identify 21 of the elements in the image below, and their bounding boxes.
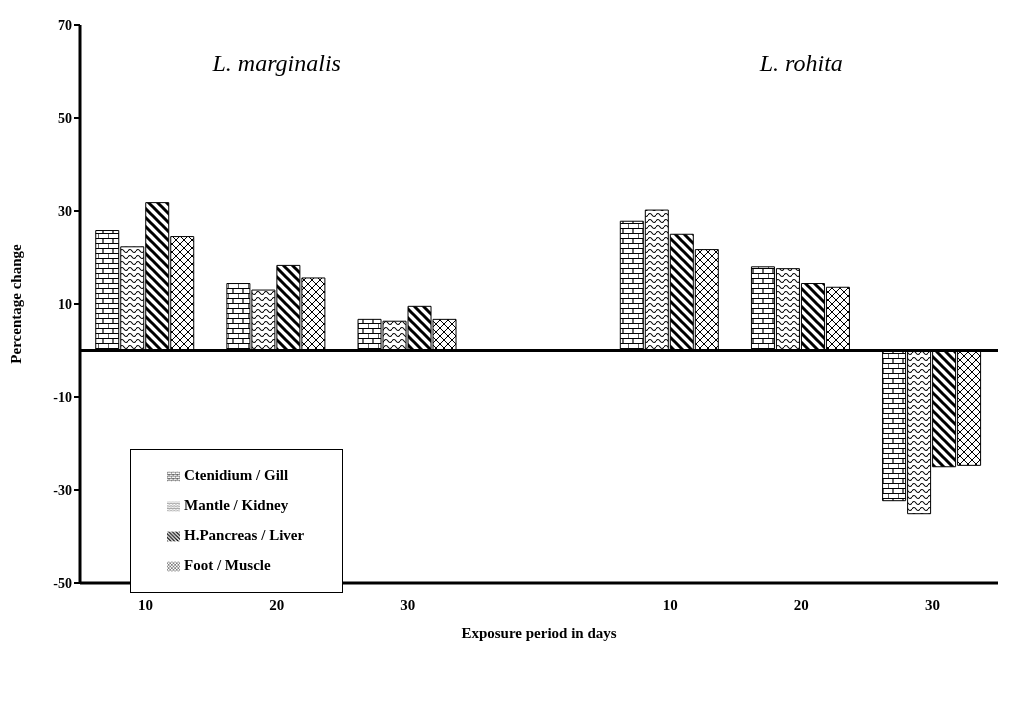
y-tick-label: 30	[58, 203, 72, 219]
y-tick-label: 70	[58, 17, 72, 33]
x-tick-label: 10	[138, 596, 154, 613]
legend-label: Foot / Muscle	[184, 556, 271, 573]
y-tick-label: -10	[53, 389, 72, 405]
x-axis-title: Exposure period in days	[461, 625, 617, 641]
x-tick-label: 20	[269, 596, 285, 613]
y-axis-title: Percentage change	[8, 244, 25, 364]
y-tick-label: -50	[53, 575, 72, 591]
legend-label: Ctenidium / Gill	[184, 466, 289, 483]
legend-label: H.Pancreas / Liver	[184, 526, 305, 543]
annotation: L. marginalis	[211, 50, 342, 77]
y-tick-label: 50	[58, 110, 72, 126]
x-tick-label: 20	[793, 596, 809, 613]
x-tick-label: 30	[400, 596, 416, 613]
y-tick-label: -30	[53, 482, 72, 498]
x-tick-label: 10	[662, 596, 678, 613]
y-tick-label: 10	[58, 296, 72, 312]
annotation: L. rohita	[758, 50, 844, 77]
x-tick-label: 30	[924, 596, 940, 613]
legend-label: Mantle / Kidney	[184, 496, 289, 513]
